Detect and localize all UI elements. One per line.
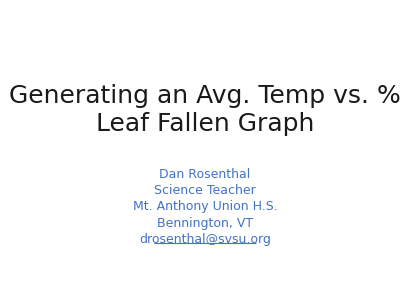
Text: Bennington, VT: Bennington, VT <box>157 217 253 230</box>
Text: Science Teacher: Science Teacher <box>154 184 256 197</box>
Text: Dan Rosenthal: Dan Rosenthal <box>159 168 251 181</box>
Text: Mt. Anthony Union H.S.: Mt. Anthony Union H.S. <box>133 200 277 213</box>
Text: drosenthal@svsu.org: drosenthal@svsu.org <box>139 233 271 246</box>
Text: Generating an Avg. Temp vs. %
Leaf Fallen Graph: Generating an Avg. Temp vs. % Leaf Falle… <box>9 83 400 136</box>
